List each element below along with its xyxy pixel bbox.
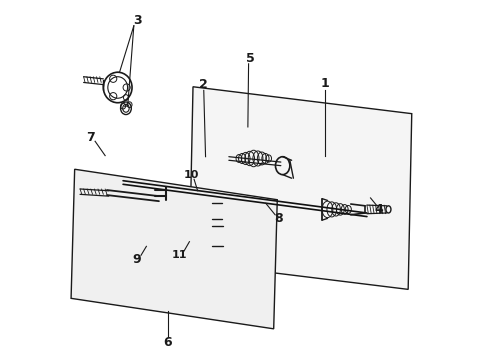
Text: 11: 11 (172, 250, 188, 260)
Text: 6: 6 (163, 336, 172, 348)
Text: 1: 1 (321, 77, 330, 90)
Polygon shape (71, 169, 277, 329)
Text: 9: 9 (132, 253, 141, 266)
Text: 5: 5 (246, 51, 255, 64)
Text: 7: 7 (86, 131, 95, 144)
Text: 10: 10 (184, 170, 199, 180)
Text: 3: 3 (133, 14, 142, 27)
Text: 4: 4 (374, 203, 383, 216)
Text: 8: 8 (274, 212, 283, 225)
Text: 2: 2 (199, 78, 208, 91)
Polygon shape (190, 87, 412, 289)
